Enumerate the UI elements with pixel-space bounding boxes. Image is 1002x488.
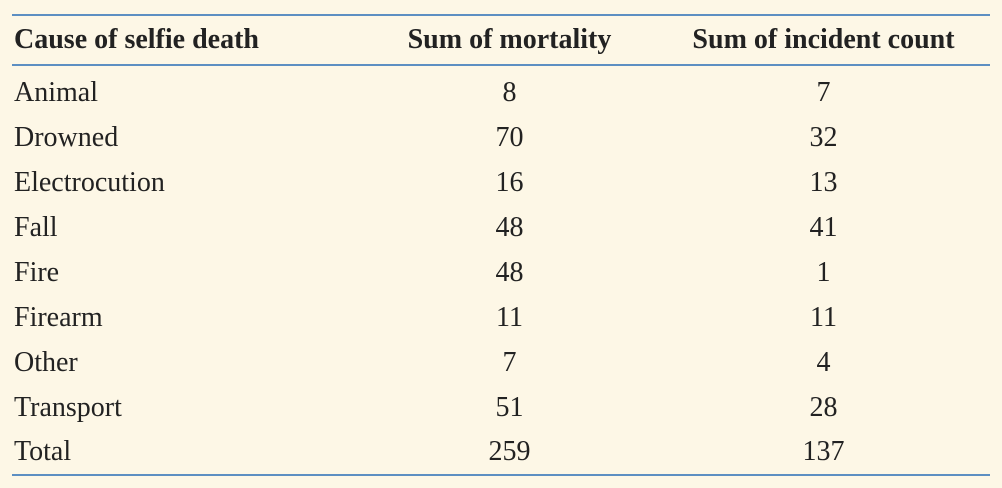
table-row: Electrocution 16 13 <box>12 160 990 205</box>
mortality-cell: 70 <box>495 121 524 153</box>
header-mortality: Sum of mortality <box>407 24 612 55</box>
header-cause: Cause of selfie death <box>14 24 259 55</box>
incident-count-cell: 28 <box>809 391 838 423</box>
total-incident-count-cell: 137 <box>802 436 845 467</box>
table-row: Fire 48 1 <box>12 250 990 295</box>
incident-count-cell: 13 <box>809 166 838 198</box>
mortality-cell: 7 <box>502 346 517 378</box>
incident-count-cell: 11 <box>810 301 837 333</box>
header-incident-count: Sum of incident count <box>692 24 955 55</box>
mortality-cell: 48 <box>495 256 524 288</box>
incident-count-cell: 1 <box>816 256 831 288</box>
incident-count-cell: 41 <box>809 211 838 243</box>
table-row: Fall 48 41 <box>12 205 990 250</box>
cause-cell: Animal <box>14 76 98 108</box>
selfie-death-table: Cause of selfie death Sum of mortality S… <box>12 14 990 476</box>
mortality-cell: 11 <box>496 301 523 333</box>
table-row: Firearm 11 11 <box>12 295 990 340</box>
table-row: Other 7 4 <box>12 340 990 385</box>
mortality-cell: 16 <box>495 166 524 198</box>
selfie-death-table-container: Cause of selfie death Sum of mortality S… <box>12 14 990 476</box>
cause-cell: Fall <box>14 211 58 243</box>
cause-cell: Electrocution <box>14 166 165 198</box>
table-row: Drowned 70 32 <box>12 115 990 160</box>
total-mortality-cell: 259 <box>488 436 531 467</box>
cause-cell: Drowned <box>14 121 119 153</box>
total-label-cell: Total <box>14 436 72 467</box>
table-row: Transport 51 28 <box>12 385 990 430</box>
mortality-cell: 51 <box>495 391 524 423</box>
cause-cell: Transport <box>14 391 122 423</box>
header-row: Cause of selfie death Sum of mortality S… <box>12 15 990 65</box>
incident-count-cell: 7 <box>816 76 831 108</box>
mortality-cell: 48 <box>495 211 524 243</box>
table-body: Animal 8 7 Drowned 70 32 Electrocution 1… <box>12 65 990 475</box>
cause-cell: Other <box>14 346 78 378</box>
cause-cell: Fire <box>14 256 60 288</box>
table-row: Animal 8 7 <box>12 65 990 115</box>
table-header: Cause of selfie death Sum of mortality S… <box>12 15 990 65</box>
mortality-cell: 8 <box>502 76 517 108</box>
incident-count-cell: 4 <box>816 346 831 378</box>
cause-cell: Firearm <box>14 301 103 333</box>
incident-count-cell: 32 <box>809 121 838 153</box>
total-row: Total 259 137 <box>12 430 990 475</box>
